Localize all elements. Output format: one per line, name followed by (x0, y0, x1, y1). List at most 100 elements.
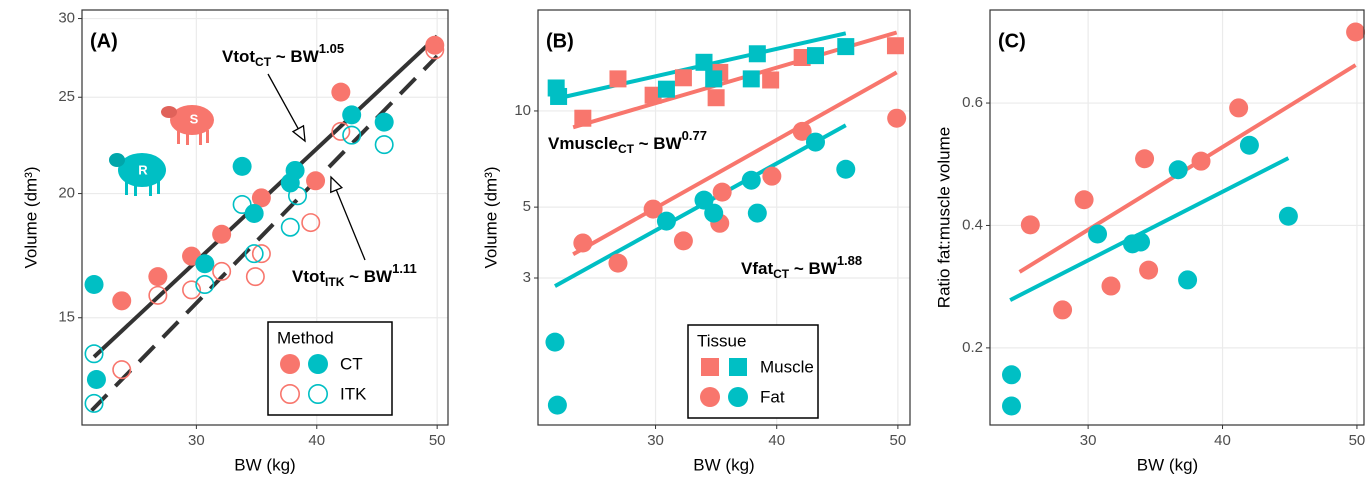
point (712, 182, 732, 202)
point (306, 171, 326, 191)
panel-label: (C) (998, 30, 1026, 52)
panel-border (81, 9, 449, 426)
point (86, 370, 106, 390)
icon-label: S (190, 111, 199, 126)
annotation-sup: 0.77 (682, 128, 707, 143)
point (1168, 160, 1188, 180)
square-point (550, 87, 568, 105)
panel-border (989, 9, 1365, 426)
x-tick-label: 50 (1349, 432, 1365, 449)
y-axis-title: Volume (dm³) (481, 166, 500, 268)
annotation: VfatCT ~ BW1.88 (741, 253, 862, 281)
y-axis-title: Ratio fat:muscle volume (934, 127, 953, 308)
point (792, 121, 812, 141)
point (285, 160, 305, 180)
sheep-icon (161, 105, 214, 145)
annotation-sub: CT (618, 142, 635, 156)
point (547, 395, 567, 415)
square-point (837, 38, 855, 56)
icon-label: R (138, 162, 148, 177)
plot-area (538, 10, 910, 425)
point (608, 253, 628, 273)
point (805, 132, 825, 152)
sheep-icons: S R (109, 105, 214, 196)
y-tick-label: 10 (514, 102, 531, 119)
point (148, 267, 168, 287)
legend-key (307, 383, 328, 404)
point (1239, 135, 1259, 155)
point (573, 233, 593, 253)
point (1020, 215, 1040, 235)
annotation-rel: ~ BW (789, 259, 838, 278)
point (1002, 365, 1022, 385)
arrow-head (291, 124, 306, 143)
point (1191, 151, 1211, 171)
annotation: VtotCT ~ BW1.05 (222, 41, 344, 69)
square-point (574, 109, 592, 127)
point (1074, 190, 1094, 210)
annotation-sub: CT (773, 267, 790, 281)
point (673, 231, 693, 251)
annotation-base: Vmuscle (548, 134, 618, 153)
point (84, 393, 104, 413)
point (1178, 270, 1198, 290)
annotation-base: Vtot (292, 267, 325, 286)
point (656, 211, 676, 231)
point (331, 82, 351, 102)
square-point (609, 70, 627, 88)
point (245, 267, 265, 287)
point (887, 108, 907, 128)
x-axis-title: BW (kg) (693, 455, 754, 474)
y-tick-label: 0.4 (962, 216, 983, 233)
annotation-rel: ~ BW (271, 47, 320, 66)
point (331, 121, 351, 141)
point (1135, 149, 1155, 169)
fit-line (1009, 156, 1290, 302)
y-tick-label: 0.2 (962, 339, 983, 356)
legend-key (280, 354, 300, 374)
square-point (742, 70, 760, 88)
annotation-rel: ~ BW (344, 267, 393, 286)
annotation-sub: CT (255, 55, 272, 69)
point (244, 244, 264, 264)
plot-area (990, 10, 1365, 425)
point (232, 156, 252, 176)
square-point (705, 70, 723, 88)
point (1002, 396, 1022, 416)
panel-border (537, 9, 911, 426)
panel: 30 40 50 0.2 0.4 0.6 (C) BW (kg) Ratio fat:muscl… (934, 9, 1365, 474)
plot-background (990, 10, 1364, 425)
x-tick-label: 40 (308, 432, 325, 449)
legend-label: ITK (340, 384, 367, 403)
point (244, 203, 264, 223)
point (741, 170, 761, 190)
x-tick-label: 30 (1080, 432, 1097, 449)
x-tick-label: 30 (188, 432, 205, 449)
point (1088, 224, 1108, 244)
point (694, 190, 714, 210)
legend-label: Muscle (760, 357, 814, 376)
point (280, 217, 300, 237)
point (1229, 98, 1249, 118)
point (195, 254, 215, 274)
annotation-sup: 1.11 (392, 261, 417, 276)
y-axis-title: Volume (dm³) (21, 166, 40, 268)
annotation-sup: 1.05 (319, 41, 344, 56)
point (112, 360, 132, 380)
point (112, 291, 132, 311)
point (288, 186, 308, 206)
point (301, 213, 321, 233)
point (195, 275, 215, 295)
annotation-base: Vfat (741, 259, 773, 278)
annotation-rel: ~ BW (634, 134, 683, 153)
panel-label: (A) (90, 30, 118, 52)
square-point (674, 69, 692, 87)
legend-key (308, 354, 328, 374)
y-tick-label: 15 (58, 309, 75, 326)
x-tick-label: 50 (429, 432, 446, 449)
y-tick-label: 20 (58, 185, 75, 202)
legend-title: Tissue (697, 331, 746, 350)
point (425, 40, 445, 60)
annotation: VmuscleCT ~ BW0.77 (548, 128, 707, 156)
